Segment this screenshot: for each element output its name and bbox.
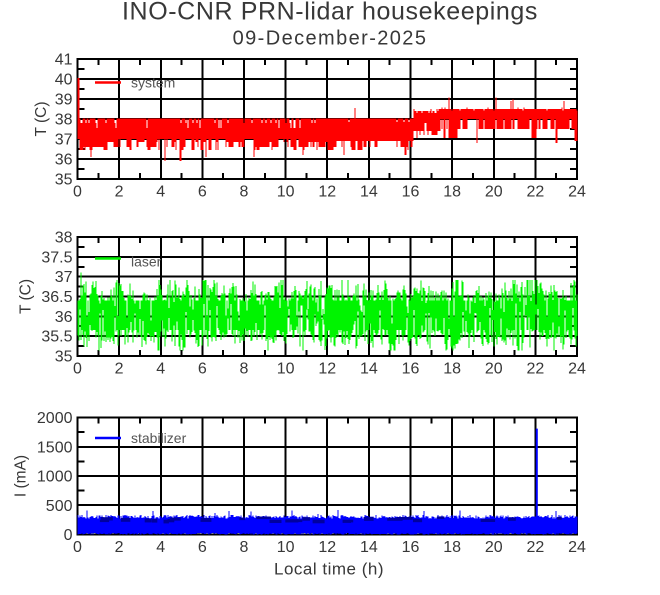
svg-text:T (C): T (C) — [33, 101, 50, 136]
svg-text:12: 12 — [318, 184, 336, 201]
svg-text:0: 0 — [73, 184, 82, 201]
svg-text:38: 38 — [55, 112, 73, 129]
svg-text:18: 18 — [443, 184, 461, 201]
svg-text:10: 10 — [277, 184, 295, 201]
svg-text:35.5: 35.5 — [41, 329, 72, 346]
svg-text:37.5: 37.5 — [41, 249, 72, 266]
svg-text:09-December-2025: 09-December-2025 — [233, 28, 428, 50]
svg-text:2: 2 — [115, 539, 124, 556]
svg-text:6: 6 — [198, 539, 207, 556]
svg-text:18: 18 — [443, 361, 461, 378]
svg-text:2: 2 — [115, 361, 124, 378]
svg-text:14: 14 — [360, 361, 378, 378]
svg-text:14: 14 — [360, 184, 378, 201]
svg-text:0: 0 — [73, 361, 82, 378]
svg-text:500: 500 — [46, 498, 73, 515]
svg-text:2: 2 — [115, 184, 124, 201]
svg-text:10: 10 — [277, 539, 295, 556]
svg-text:24: 24 — [568, 361, 586, 378]
svg-text:INO-CNR PRN-lidar housekeeping: INO-CNR PRN-lidar housekeepings — [122, 0, 538, 26]
svg-text:20: 20 — [485, 361, 503, 378]
svg-text:37: 37 — [55, 132, 73, 149]
svg-text:laser: laser — [131, 254, 162, 270]
svg-text:41: 41 — [55, 52, 73, 69]
svg-text:16: 16 — [402, 539, 420, 556]
svg-text:35: 35 — [55, 172, 73, 189]
svg-text:1500: 1500 — [37, 439, 73, 456]
svg-text:22: 22 — [526, 361, 544, 378]
svg-text:6: 6 — [198, 184, 207, 201]
svg-text:1000: 1000 — [37, 469, 73, 486]
svg-text:2000: 2000 — [37, 410, 73, 427]
svg-text:36: 36 — [55, 152, 73, 169]
svg-text:14: 14 — [360, 539, 378, 556]
svg-text:20: 20 — [485, 184, 503, 201]
svg-text:12: 12 — [318, 539, 336, 556]
svg-text:4: 4 — [156, 539, 165, 556]
svg-text:system: system — [131, 75, 175, 91]
svg-text:8: 8 — [240, 184, 249, 201]
svg-text:40: 40 — [55, 72, 73, 89]
svg-text:4: 4 — [156, 361, 165, 378]
svg-text:22: 22 — [526, 539, 544, 556]
svg-text:16: 16 — [402, 184, 420, 201]
svg-text:36: 36 — [55, 309, 73, 326]
svg-text:37: 37 — [55, 269, 73, 286]
svg-text:22: 22 — [526, 184, 544, 201]
svg-text:24: 24 — [568, 184, 586, 201]
svg-text:10: 10 — [277, 361, 295, 378]
svg-text:8: 8 — [240, 539, 249, 556]
svg-text:Local time (h): Local time (h) — [274, 560, 384, 579]
svg-text:16: 16 — [402, 361, 420, 378]
svg-text:39: 39 — [55, 92, 73, 109]
svg-text:T (C): T (C) — [18, 279, 35, 314]
svg-text:12: 12 — [318, 361, 336, 378]
svg-text:4: 4 — [156, 184, 165, 201]
svg-text:0: 0 — [73, 539, 82, 556]
svg-text:18: 18 — [443, 539, 461, 556]
svg-text:35: 35 — [55, 349, 73, 366]
svg-text:I (mA): I (mA) — [13, 455, 30, 497]
svg-text:stabilizer: stabilizer — [131, 430, 187, 446]
svg-text:36.5: 36.5 — [41, 289, 72, 306]
svg-text:6: 6 — [198, 361, 207, 378]
svg-text:8: 8 — [240, 361, 249, 378]
svg-text:0: 0 — [64, 527, 73, 544]
svg-text:24: 24 — [568, 539, 586, 556]
svg-text:20: 20 — [485, 539, 503, 556]
svg-text:38: 38 — [55, 230, 73, 247]
